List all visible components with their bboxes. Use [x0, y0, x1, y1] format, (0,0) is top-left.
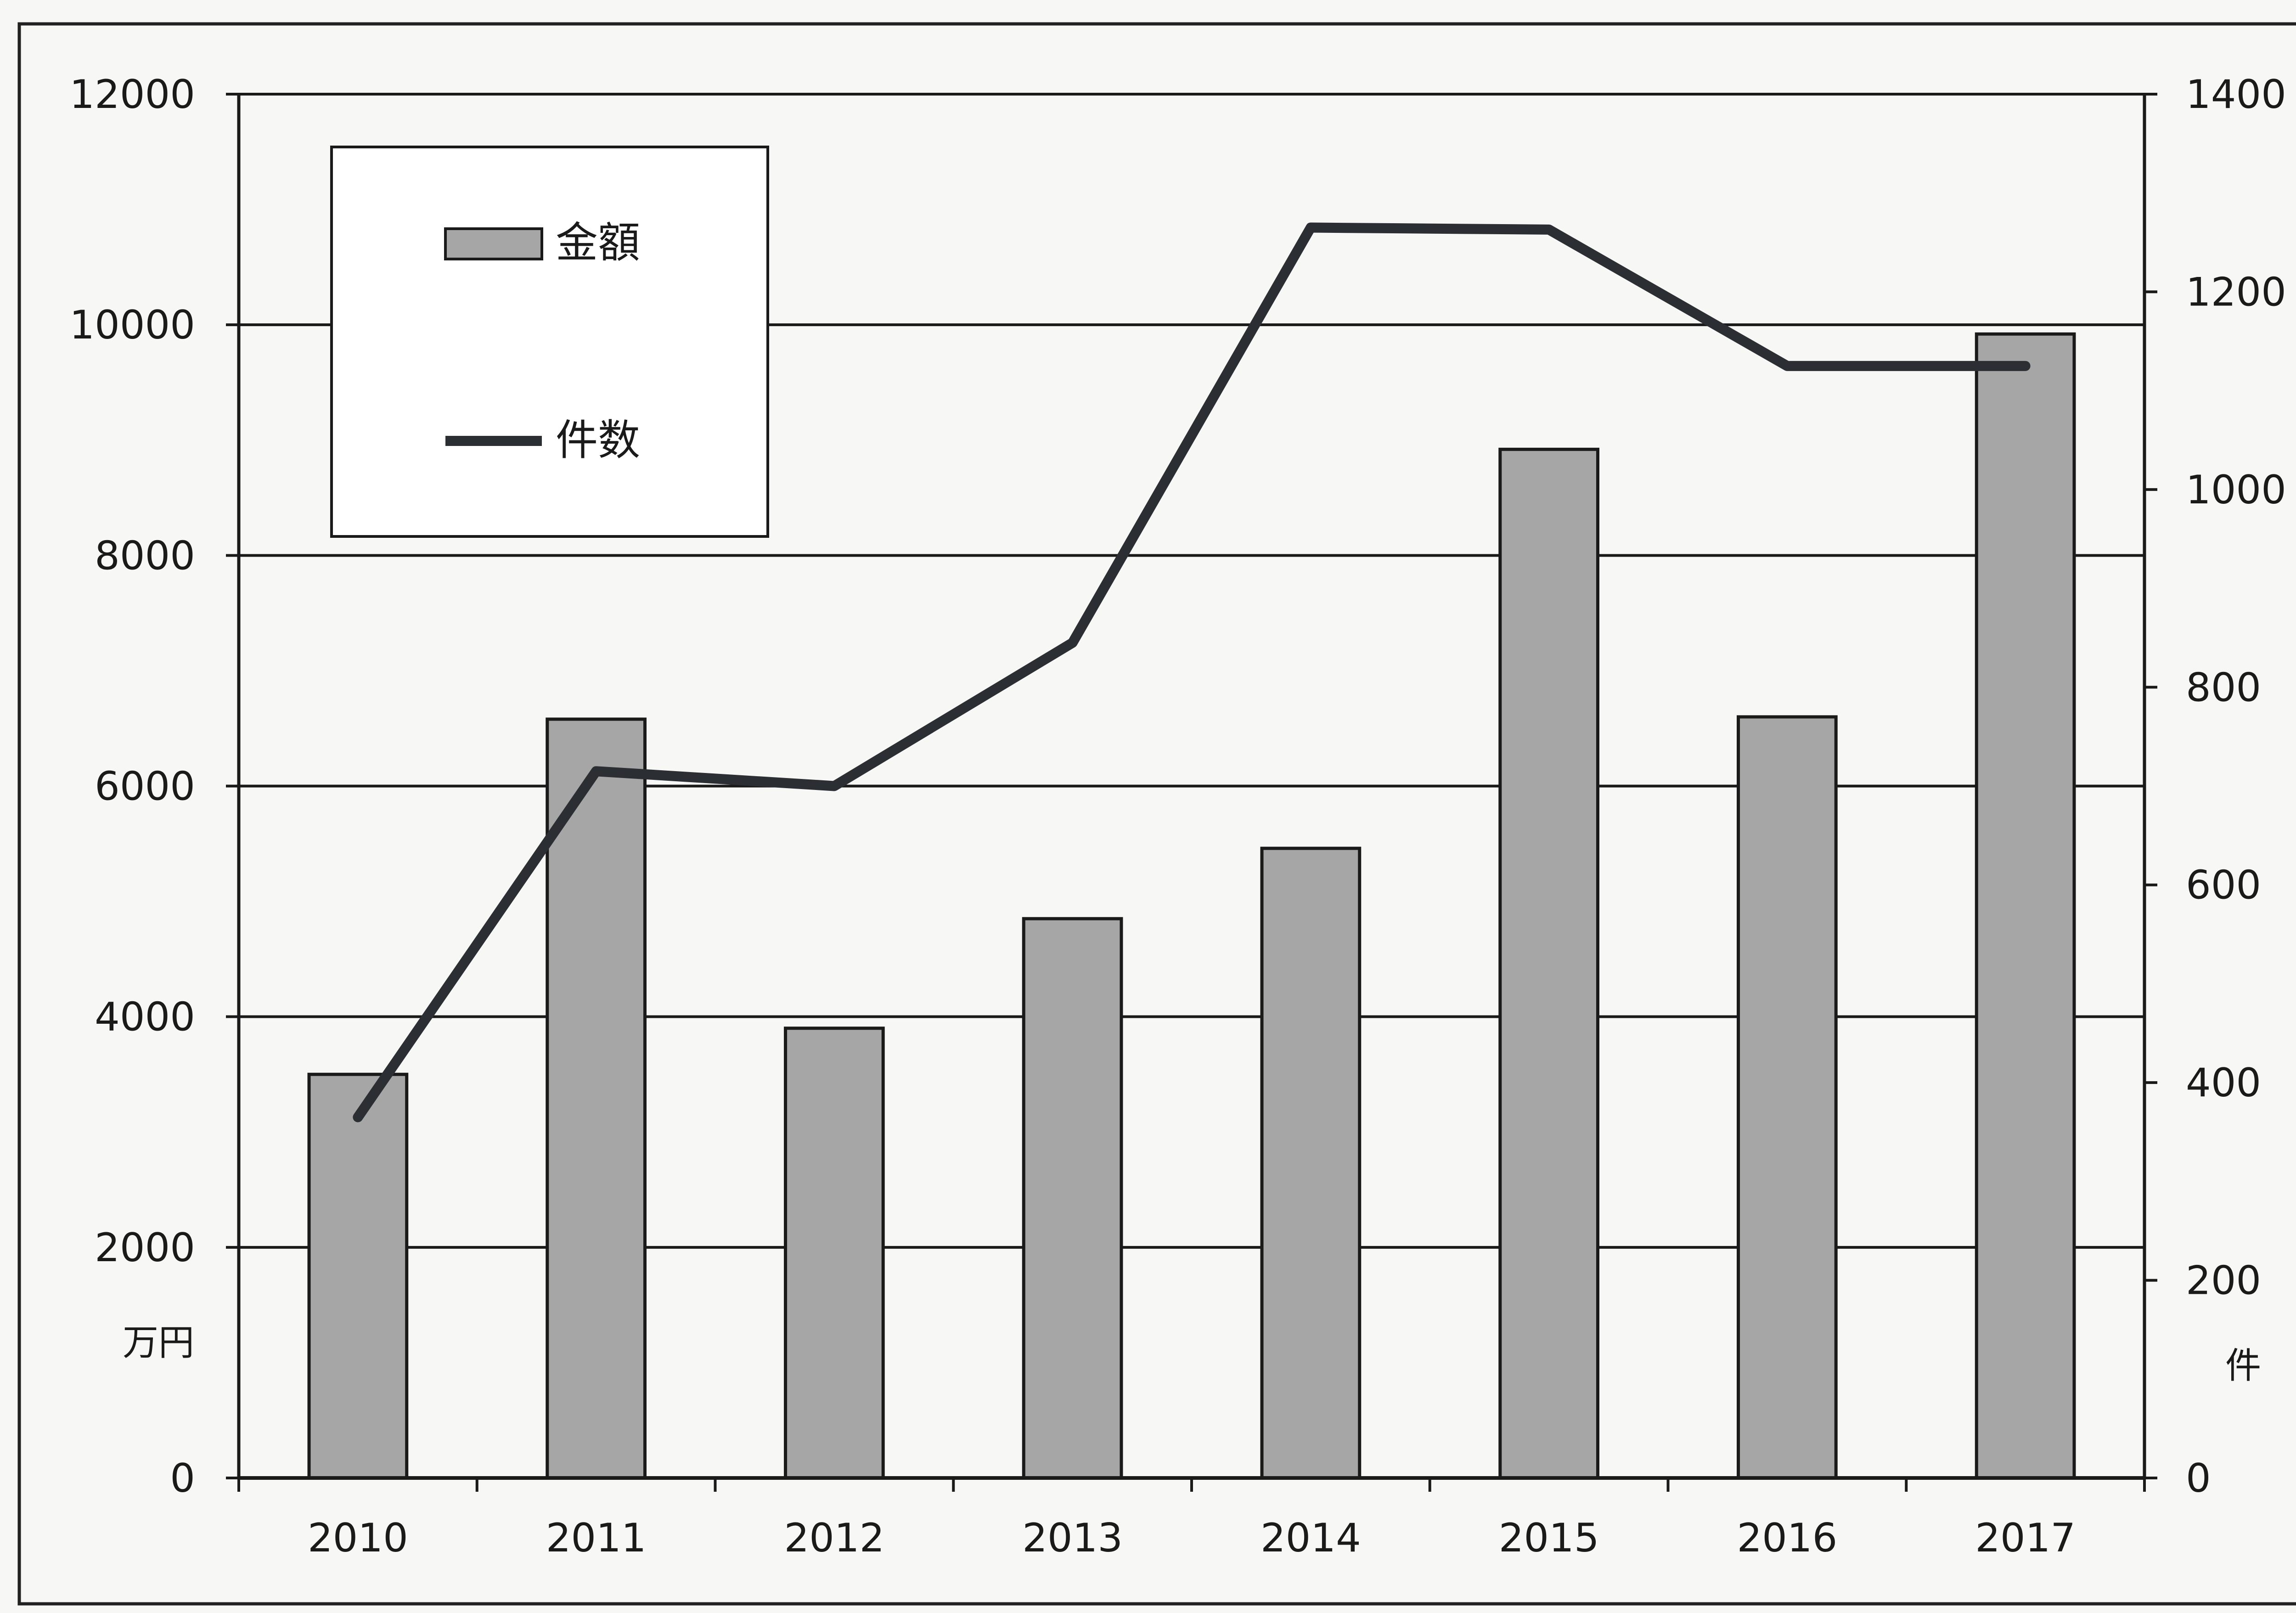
- line-series: [353, 222, 2031, 1122]
- x-tick-label: 2017: [1975, 1515, 2076, 1561]
- x-tick-label: 2012: [784, 1515, 884, 1561]
- right-tick-label: 200: [2186, 1258, 2261, 1304]
- x-tick-label: 2015: [1499, 1515, 1599, 1561]
- x-tick-label: 2013: [1022, 1515, 1123, 1561]
- left-tick-label: 4000: [95, 994, 195, 1040]
- left-tick-label: 6000: [95, 764, 195, 810]
- right-tick-label: 0: [2186, 1455, 2211, 1501]
- line-point: [1786, 365, 1788, 367]
- line-point: [2025, 365, 2026, 367]
- bar: [1022, 917, 1123, 1480]
- right-axis-unit: 件: [2225, 1345, 2261, 1387]
- left-tick-label: 2000: [95, 1225, 195, 1271]
- bar: [1498, 447, 1599, 1480]
- left-tick-label: 8000: [95, 533, 195, 579]
- chart-frame: [17, 22, 2296, 1606]
- line-point: [833, 785, 835, 787]
- left-tick-label: 0: [170, 1455, 195, 1501]
- line-point: [1548, 229, 1550, 230]
- bar: [1260, 846, 1362, 1480]
- right-tick-label: 600: [2186, 863, 2261, 908]
- bar: [307, 1072, 409, 1480]
- x-tick-label: 2014: [1261, 1515, 1361, 1561]
- right-axis-ticks: 0 200 400 600 800 1000 1200 1400: [2144, 72, 2286, 1501]
- right-tick-label: 400: [2186, 1060, 2261, 1106]
- legend-box: [330, 146, 769, 538]
- left-axis-unit: 万円: [123, 1322, 194, 1364]
- line-point: [1310, 227, 1311, 228]
- left-tick-label: 10000: [69, 302, 195, 348]
- bar: [784, 1026, 885, 1480]
- legend: 金額 件数: [330, 146, 769, 538]
- bar: [546, 717, 647, 1480]
- right-tick-label: 1000: [2186, 467, 2286, 513]
- x-tick-label: 2016: [1737, 1515, 1837, 1561]
- left-axis-ticks: 0 2000 4000 6000 8000 10000 12000: [69, 72, 239, 1501]
- right-tick-label: 1200: [2186, 269, 2286, 315]
- line-point: [1072, 642, 1073, 643]
- right-tick-label: 1400: [2186, 72, 2286, 118]
- right-tick-label: 800: [2186, 665, 2261, 711]
- x-axis-ticks: 2010 2011 2012 2013 2014 2015 2016 2017: [237, 1478, 2146, 1561]
- bar: [1975, 332, 2076, 1480]
- count-line: [353, 222, 2031, 1122]
- x-tick-label: 2011: [546, 1515, 647, 1561]
- legend-label-amount: 金額: [556, 218, 640, 267]
- legend-swatch-bar: [444, 227, 543, 260]
- left-tick-label: 12000: [69, 72, 195, 118]
- x-tick-label: 2010: [308, 1515, 408, 1561]
- bar: [1737, 715, 1838, 1480]
- line-point: [596, 771, 597, 772]
- legend-label-count: 件数: [556, 416, 640, 465]
